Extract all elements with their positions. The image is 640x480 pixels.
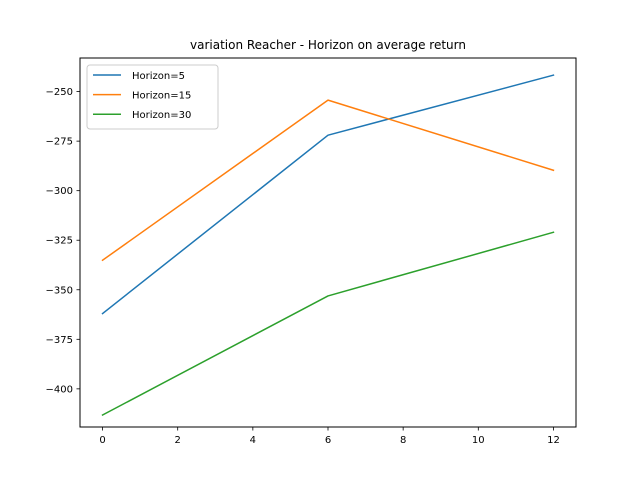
- legend-box: [86, 64, 219, 130]
- series-lines: [101, 74, 555, 417]
- x-tick-label: 6: [325, 435, 331, 446]
- legend-label: Horizon=30: [132, 110, 191, 121]
- y-tick-label: −300: [46, 186, 73, 197]
- series-line-3: [101, 231, 555, 417]
- axis-ticks: 0 2 4 6 8 10 12 −400 −375 −350 −325 −300 −275 −250: [46, 87, 560, 446]
- series-line-1: [101, 74, 555, 315]
- legend: Horizon=5 Horizon=15 Horizon=30: [86, 64, 219, 130]
- y-tick-label: −325: [46, 236, 73, 247]
- y-tick-label: −275: [46, 137, 73, 148]
- x-tick-label: 4: [250, 435, 256, 446]
- x-tick-label: 2: [175, 435, 181, 446]
- x-tick-label: 8: [400, 435, 406, 446]
- legend-label: Horizon=5: [132, 71, 185, 82]
- legend-label: Horizon=15: [132, 91, 191, 102]
- y-tick-label: −250: [46, 87, 73, 98]
- y-tick-label: −400: [46, 384, 73, 395]
- y-tick-label: −350: [46, 285, 73, 296]
- x-tick-label: 10: [472, 435, 485, 446]
- chart-title: variation Reacher - Horizon on average r…: [190, 38, 466, 52]
- y-tick-label: −375: [46, 335, 73, 346]
- series-line-2: [101, 99, 555, 262]
- plot-frame: [79, 57, 577, 428]
- x-tick-label: 12: [547, 435, 560, 446]
- x-tick-label: 0: [99, 435, 105, 446]
